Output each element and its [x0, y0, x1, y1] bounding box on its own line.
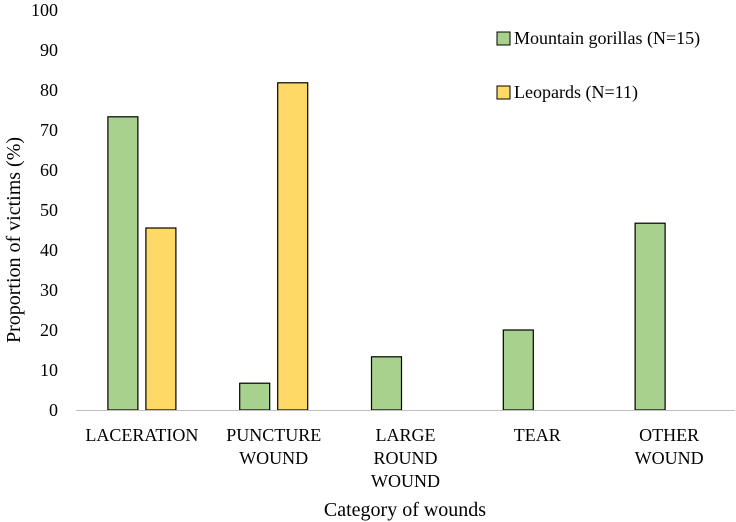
bar	[107, 116, 139, 411]
x-tick-label: PUNCTURE	[226, 425, 321, 445]
y-tick-label: 40	[40, 240, 58, 260]
x-tick-label: WOUND	[371, 471, 440, 491]
y-tick-label: 10	[40, 360, 58, 380]
x-tick-label: OTHER	[639, 425, 699, 445]
y-tick-label: 100	[31, 0, 58, 20]
bar	[634, 222, 666, 411]
x-tick-label: LARGE	[376, 425, 436, 445]
y-tick-label: 60	[40, 160, 58, 180]
bar	[145, 227, 177, 411]
y-tick-label: 0	[49, 400, 58, 420]
x-tick-label: ROUND	[373, 448, 437, 468]
x-axis: LACERATION PUNCTURE WOUND LARGE ROUND WOUND TE…	[76, 410, 735, 491]
legend-label: Mountain gorillas (N=15)	[514, 28, 700, 49]
bar	[239, 382, 271, 411]
bar	[370, 356, 403, 411]
y-tick-label: 80	[40, 80, 58, 100]
x-tick-label: WOUND	[239, 448, 308, 468]
y-tick-label: 70	[40, 120, 58, 140]
x-tick-label: WOUND	[635, 448, 704, 468]
bar	[502, 329, 534, 411]
x-axis-title: Category of wounds	[324, 499, 486, 521]
y-tick-label: 20	[40, 320, 58, 340]
y-tick-label: 50	[40, 200, 58, 220]
legend-label: Leopards (N=11)	[514, 82, 638, 103]
y-tick-label: 90	[40, 40, 58, 60]
y-axis-title: Proportion of victims (%)	[3, 137, 25, 343]
legend-swatch	[496, 31, 511, 46]
y-tick-label: 30	[40, 280, 58, 300]
x-tick-label: TEAR	[514, 425, 561, 445]
bar	[277, 82, 309, 411]
y-axis: 0 10 20 30 40 50 60 70 80 90 100	[31, 0, 58, 420]
bars	[107, 82, 666, 411]
x-tick-label: LACERATION	[85, 425, 198, 445]
legend: Mountain gorillas (N=15) Leopards (N=11)	[496, 28, 700, 103]
legend-swatch	[496, 85, 511, 100]
